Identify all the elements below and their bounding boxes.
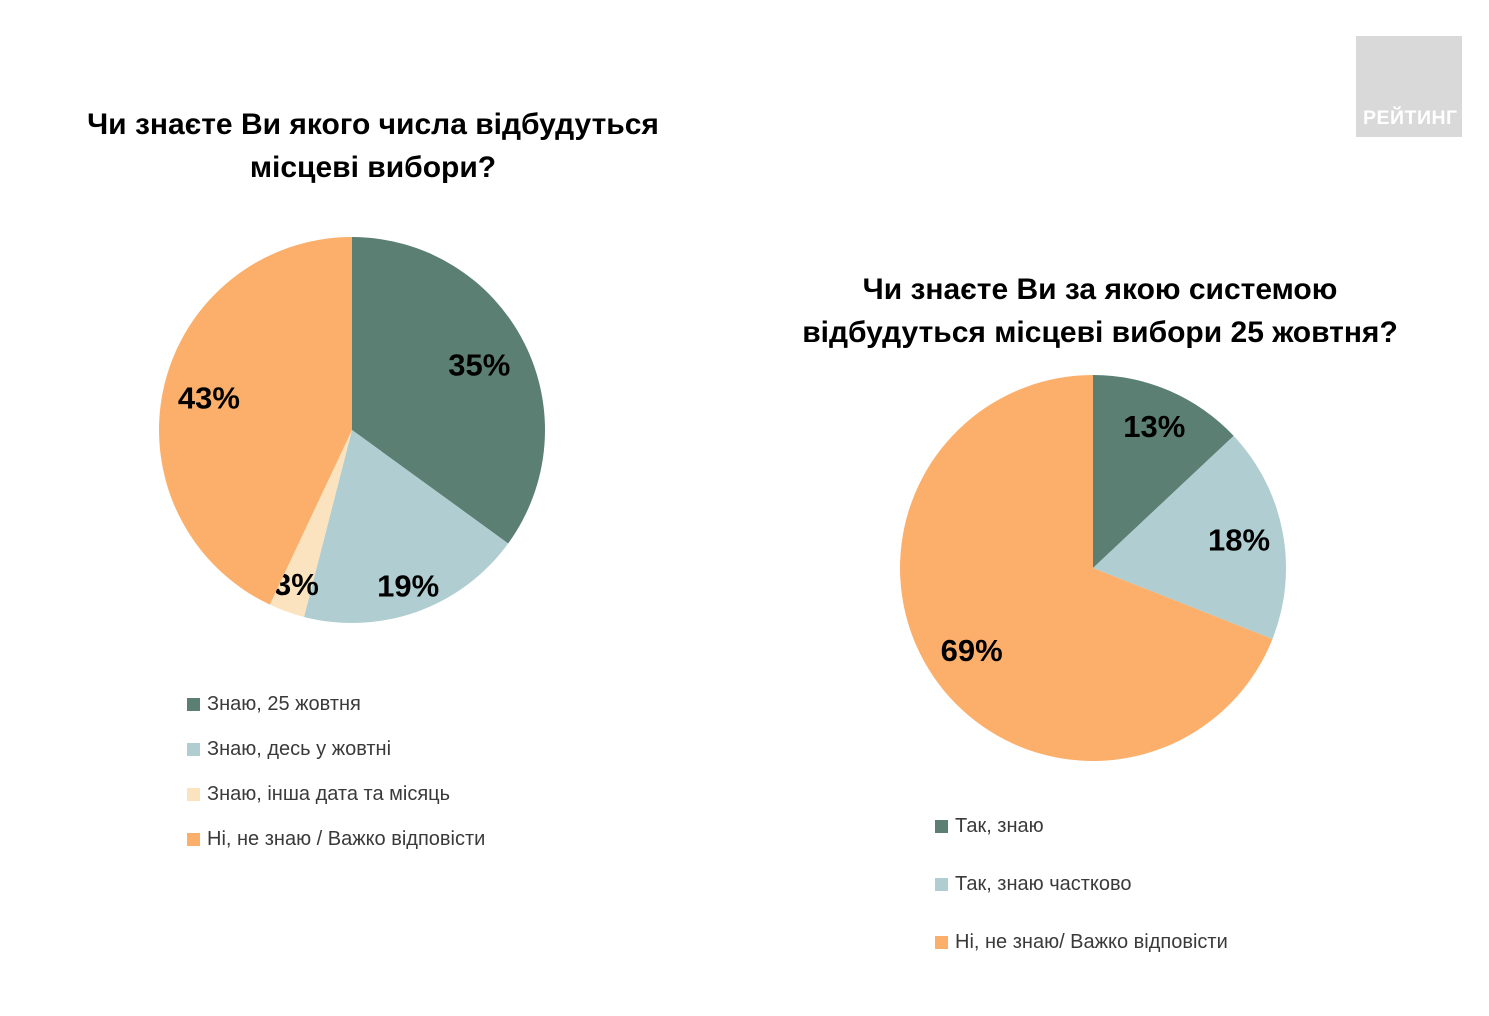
chart-left-legend: Знаю, 25 жовтня Знаю, десь у жовтні Знаю… bbox=[187, 692, 485, 872]
legend-swatch bbox=[935, 936, 948, 949]
rating-logo-text: РЕЙТИНГ bbox=[1363, 107, 1458, 129]
legend-label: Знаю, десь у жовтні bbox=[207, 738, 392, 760]
pie-slice-percent-label: 13% bbox=[1123, 409, 1185, 444]
legend-swatch bbox=[935, 878, 948, 891]
legend-label: Ні, не знаю / Важко відповісти bbox=[207, 828, 486, 850]
pie-slice-percent-label: 19% bbox=[377, 569, 439, 604]
legend-item: Так, знаю частково bbox=[935, 872, 1228, 896]
chart-left-pie: 35%19%3%43% bbox=[158, 237, 545, 624]
legend-swatch bbox=[187, 698, 200, 711]
legend-swatch bbox=[187, 833, 200, 846]
legend-item: Ні, не знаю / Важко відповісти bbox=[187, 827, 485, 851]
chart-left-title: Чи знаєте Ви якого числа відбудуться міс… bbox=[73, 103, 673, 189]
legend-item: Знаю, десь у жовтні bbox=[187, 737, 485, 761]
pie-slice-percent-label: 43% bbox=[178, 381, 240, 416]
chart-right-title-line-2: відбудуться місцеві вибори 25 жовтня? bbox=[802, 316, 1398, 349]
legend-item: Знаю, 25 жовтня bbox=[187, 692, 485, 716]
legend-item: Ні, не знаю/ Важко відповісти bbox=[935, 930, 1228, 954]
legend-label: Знаю, інша дата та місяць bbox=[207, 783, 451, 805]
legend-swatch bbox=[187, 788, 200, 801]
legend-item: Знаю, інша дата та місяць bbox=[187, 782, 485, 806]
pie-slice bbox=[269, 430, 352, 617]
pie-slice bbox=[1093, 375, 1234, 568]
pie-slice-percent-label: 69% bbox=[941, 633, 1003, 668]
legend-swatch bbox=[187, 743, 200, 756]
chart-right-pie: 13% 18% 69% bbox=[900, 375, 1287, 761]
chart-left-title-line-2: місцеві вибори? bbox=[249, 151, 497, 184]
pie-slice bbox=[1093, 435, 1287, 640]
legend-label: Так, знаю bbox=[955, 815, 1044, 837]
legend-item: Так, знаю bbox=[935, 814, 1228, 838]
chart-left-title-line-1: Чи знаєте Ви якого числа відбудуться bbox=[87, 108, 659, 141]
legend-swatch bbox=[935, 820, 948, 833]
chart-right-legend: Так, знаю Так, знаю частково Ні, не знаю… bbox=[935, 814, 1228, 988]
legend-label: Так, знаю частково bbox=[955, 873, 1132, 895]
legend-label: Ні, не знаю/ Важко відповісти bbox=[955, 931, 1228, 953]
chart-right-title-line-1: Чи знаєте Ви за якою системою bbox=[862, 273, 1338, 306]
pie-slice-percent-label: 18% bbox=[1208, 523, 1270, 558]
pie-slice bbox=[352, 237, 545, 544]
pie-slice-percent-label: 35% bbox=[448, 348, 510, 383]
rating-logo: РЕЙТИНГ bbox=[1356, 36, 1462, 137]
chart-right-title: Чи знаєте Ви за якою системою відбудутьс… bbox=[800, 268, 1400, 354]
pie-slice bbox=[158, 237, 352, 605]
pie-slice bbox=[900, 375, 1273, 761]
pie-slice bbox=[304, 430, 509, 624]
legend-label: Знаю, 25 жовтня bbox=[207, 693, 361, 715]
